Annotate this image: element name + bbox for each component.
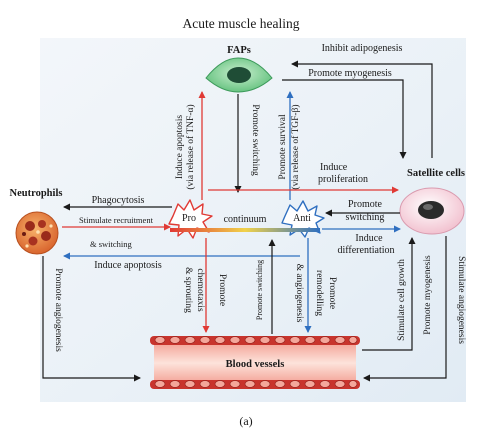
arrow-inhibit-adipogenesis (291, 60, 433, 158)
blood-vessel-icon (150, 336, 360, 389)
satellite-cells-label: Satellite cells (407, 168, 465, 179)
neutrophils-label: Neutrophils (10, 188, 63, 199)
label-promote-myogenesis-right: Promote myogenesis (423, 255, 433, 335)
arrow-stimulate-angiogenesis (363, 236, 447, 382)
arrow-promote-myogenesis-top (282, 79, 407, 159)
blood-vessels-label: Blood vessels (226, 359, 285, 370)
faps-label: FAPs (227, 45, 251, 56)
label-promote-angiogenesis-left: Promote angiogenesis (53, 268, 63, 352)
label-induce-differentiation-1: Induce (355, 233, 383, 244)
label-induce-apoptosis-neu: Induce apoptosis (94, 260, 162, 271)
label-and-switching: & switching (90, 239, 133, 249)
label-promote-remodelling-3: & angiogenesis (294, 264, 304, 323)
label-promote-myogenesis-top: Promote myogenesis (308, 68, 392, 79)
label-promote-remodelling-2: remodelling (314, 270, 324, 316)
arrow-stimulate-cell-growth (362, 237, 416, 351)
satellite-cell-icon (399, 187, 465, 235)
label-promote-chemotaxis-2: chemotaxis (195, 268, 205, 312)
arrow-promote-angiogenesis-left (42, 256, 141, 382)
label-induce-proliferation-1: Induce (320, 162, 348, 173)
label-induce-differentiation-2: differentiation (337, 245, 394, 256)
label-induce-proliferation-2: proliferation (318, 174, 368, 185)
label-stimulate-angiogenesis: Stimulate angiogenesis (456, 256, 466, 344)
fap-cell-icon (205, 57, 273, 93)
label-via-tnf: (via release of TNF-α) (185, 104, 196, 189)
label-promote-survival: Promote survival (278, 114, 288, 180)
label-promote-switching-vessels: Promote switching (255, 260, 264, 320)
label-inhibit-adipogenesis: Inhibit adipogenesis (322, 43, 403, 54)
continuum-label: continuum (224, 214, 267, 225)
figure-caption: (a) (239, 414, 252, 428)
label-phagocytosis: Phagocytosis (92, 195, 145, 206)
neutrophil-cell-icon (15, 211, 59, 255)
label-promote-chemotaxis-1: Promote (217, 274, 227, 306)
label-stimulate-recruitment: Stimulate recruitment (79, 215, 154, 225)
label-promote-switching-sat-1: Promote (348, 199, 382, 210)
continuum-bar (170, 228, 320, 232)
anti-label: Anti (293, 213, 311, 224)
pro-label: Pro (182, 213, 196, 224)
label-promote-remodelling-1: Promote (327, 277, 337, 309)
label-stimulate-cell-growth: Stimulate cell growth (397, 259, 407, 341)
label-induce-apoptosis-tnf: Induce apoptosis (175, 115, 185, 179)
label-promote-chemotaxis-3: & sprouting (183, 267, 193, 313)
label-promote-switching-sat-2: switching (346, 212, 385, 223)
diagram-title: Acute muscle healing (183, 16, 300, 31)
label-via-tgf: (via release of TGF-β) (290, 104, 301, 189)
label-promote-switching-faps: Promote switching (250, 104, 260, 176)
